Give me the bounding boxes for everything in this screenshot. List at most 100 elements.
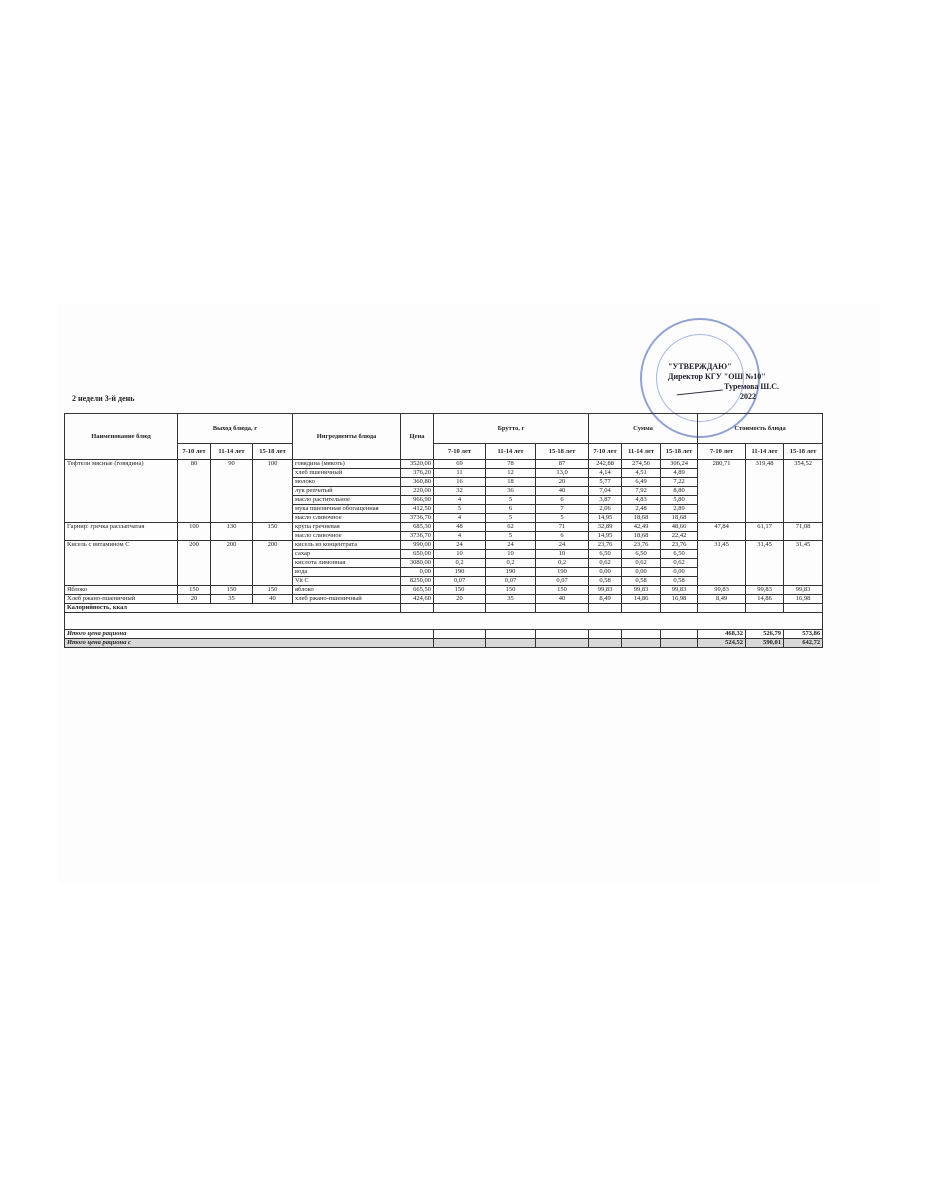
- total-value: 590,01: [745, 638, 785, 648]
- ingredient-price: 3080,00: [400, 558, 435, 568]
- dish-yield: 90: [210, 459, 253, 523]
- empty-cell: [63, 612, 824, 630]
- dish-yield: 130: [210, 522, 253, 541]
- ingredient-name: говядина (мякоть): [292, 459, 402, 469]
- dish-name: Яблоко: [64, 585, 178, 595]
- ingredient-price: 966,90: [400, 495, 435, 505]
- ingredient-brutto: 4: [433, 531, 487, 541]
- empty-cell: [400, 603, 435, 613]
- header-yield: Выход блюда, г: [176, 413, 294, 444]
- dish-yield: 20: [177, 594, 211, 604]
- ingredient-brutto: 87: [535, 459, 590, 469]
- ingredient-sum: 18,68: [621, 513, 662, 523]
- dish-cost: 354,52: [783, 459, 824, 523]
- ingredient-sum: 0,58: [660, 576, 699, 586]
- blank-row: [63, 612, 824, 630]
- empty-cell: [485, 629, 537, 639]
- ingredient-brutto: 35: [485, 594, 537, 604]
- approval-position: Директор КГУ "ОШ №10": [668, 372, 766, 381]
- ingredient-brutto: 4: [433, 513, 487, 523]
- header-dish: Наименование блюд: [64, 413, 178, 460]
- ingredient-brutto: 24: [485, 540, 537, 550]
- ingredient-brutto: 6: [485, 504, 537, 514]
- table-row: Тефтели мясные (говядина) 80 90 100 говядина…: [64, 459, 824, 523]
- header-age-1: 11-14 лет: [210, 443, 253, 460]
- ingredient-sum: 8,80: [660, 486, 699, 496]
- ingredient-brutto: 11: [433, 468, 487, 478]
- dish-cost: 14,86: [745, 594, 785, 604]
- ingredient-brutto: 20: [433, 594, 487, 604]
- table-row: Хлеб ржано-пшеничный 20 35 40 хлеб ржано-пше…: [64, 594, 824, 604]
- ingredient-sum: 6,50: [588, 549, 623, 559]
- empty-cell: [697, 603, 747, 613]
- dish-yield: 40: [251, 594, 294, 604]
- dish-yield: 35: [210, 594, 253, 604]
- dish-yield: 150: [210, 585, 253, 595]
- ingredient-sum: 32,89: [588, 522, 623, 532]
- table-row: масло сливочное 3736,70 4 5 5 14,95 18,68 18,68: [65, 513, 823, 523]
- ingredient-name: мука пшеничная обогащенная: [292, 504, 402, 514]
- ingredient-name: масло растительное: [292, 495, 402, 505]
- ingredient-price: 376,20: [400, 468, 435, 478]
- ingredient-brutto: 7: [535, 504, 590, 514]
- day-label: 2 недели 3-й день: [72, 394, 135, 403]
- ingredient-brutto: 20: [535, 477, 590, 487]
- ingredient-sum: 18,68: [621, 531, 662, 541]
- header-cost: Стоимость блюда: [697, 413, 824, 444]
- ingredient-brutto: 0,07: [485, 576, 537, 586]
- ingredient-brutto: 18: [485, 477, 537, 487]
- ingredient-price: 8250,00: [400, 576, 435, 586]
- dish-cost: 319,48: [745, 459, 785, 523]
- empty-cell: [660, 638, 699, 648]
- ingredient-price: 360,80: [400, 477, 435, 487]
- empty-cell: [621, 629, 662, 639]
- approval-year: 2022: [740, 392, 756, 401]
- ingredient-sum: 4,14: [588, 468, 623, 478]
- ingredient-brutto: 24: [535, 540, 590, 550]
- ingredient-brutto: 6: [535, 531, 590, 541]
- ingredient-price: 3736,70: [400, 531, 435, 541]
- ingredient-sum: 4,83: [621, 495, 662, 505]
- empty-cell: [535, 629, 590, 639]
- ingredient-sum: 242,88: [588, 459, 623, 469]
- ingredient-sum: 0,62: [621, 558, 662, 568]
- ingredient-sum: 99,83: [621, 585, 662, 595]
- ingredient-brutto: 0,2: [433, 558, 487, 568]
- dish-cost: 16,98: [783, 594, 824, 604]
- ingredient-sum: 16,98: [660, 594, 699, 604]
- ingredient-sum: 6,50: [621, 549, 662, 559]
- header-age-2: 15-18 лет: [660, 443, 699, 460]
- ingredient-sum: 18,68: [660, 513, 699, 523]
- empty-cell: [588, 638, 623, 648]
- dish-yield: 150: [177, 585, 211, 595]
- ingredient-sum: 2,06: [588, 504, 623, 514]
- ingredient-name: лук репчатый: [292, 486, 402, 496]
- ingredient-brutto: 10: [535, 549, 590, 559]
- ingredient-name: сахар: [292, 549, 402, 559]
- header-age-0: 7-10 лет: [697, 443, 747, 460]
- ingredient-sum: 3,87: [588, 495, 623, 505]
- ingredient-brutto: 0,2: [535, 558, 590, 568]
- ingredient-sum: 4,51: [621, 468, 662, 478]
- ingredient-brutto: 32: [433, 486, 487, 496]
- ingredient-sum: 99,83: [660, 585, 699, 595]
- ingredient-name: крупа гречневая: [292, 522, 402, 532]
- ingredient-sum: 7,92: [621, 486, 662, 496]
- ingredient-name: молоко: [292, 477, 402, 487]
- header-age-0: 7-10 лет: [588, 443, 623, 460]
- ingredient-sum: 0,00: [621, 567, 662, 577]
- empty-cell: [621, 638, 662, 648]
- dish-yield: 100: [177, 522, 211, 541]
- empty-cell: [433, 603, 487, 613]
- dish-name: Гарнир: гречка рассыпчатая: [64, 522, 178, 541]
- ingredient-sum: 8,49: [588, 594, 623, 604]
- empty-cell: [535, 638, 590, 648]
- header-brutto: Брутто, г: [433, 413, 590, 444]
- ingredient-price: 650,00: [400, 549, 435, 559]
- ingredient-sum: 23,76: [660, 540, 699, 550]
- dish-name: Тефтели мясные (говядина): [64, 459, 178, 523]
- ingredient-brutto: 71: [535, 522, 590, 532]
- ingredient-sum: 5,77: [588, 477, 623, 487]
- empty-cell: [660, 603, 699, 613]
- ingredient-price: 220,00: [400, 486, 435, 496]
